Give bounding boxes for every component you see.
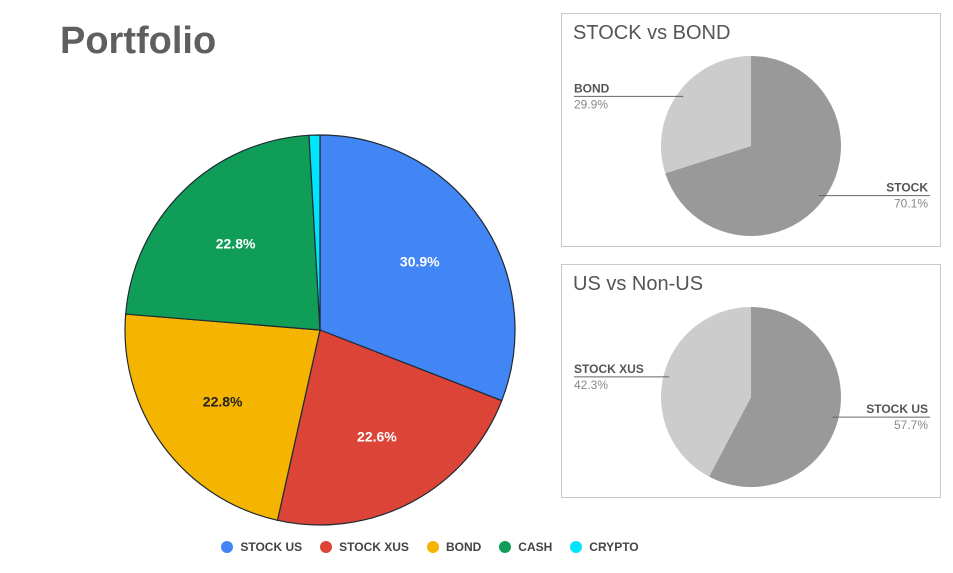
legend-label-cash: CASH bbox=[518, 540, 553, 554]
us-vs-nonus-pie-chart: STOCK US 57.7% STOCK XUS 42.3% bbox=[574, 307, 930, 487]
slice-stock-us[interactable] bbox=[709, 307, 841, 487]
slice-bond[interactable] bbox=[124, 313, 321, 522]
portfolio-pie-chart: 30.9% 22.6% 22.8% 22.8% bbox=[124, 134, 516, 526]
value-bond: 29.9% bbox=[574, 97, 608, 111]
label-stock-us: STOCK US bbox=[866, 402, 928, 416]
us-vs-nonus-panel: US vs Non-US STOCK US 57.7% STOCK XUS 42.3% bbox=[561, 264, 941, 498]
legend-label-crypto: CRYPTO bbox=[589, 540, 639, 554]
us-vs-nonus-title: US vs Non-US bbox=[573, 273, 704, 295]
stock-vs-bond-panel: STOCK vs BOND STOCK 70.1% BOND 29.9% bbox=[561, 13, 941, 247]
legend-item-cash[interactable]: CASH bbox=[499, 540, 552, 554]
value-stock-us: 57.7% bbox=[894, 418, 928, 432]
value-stock-xus: 42.3% bbox=[574, 378, 608, 392]
legend-label-stock-us: STOCK US bbox=[240, 540, 303, 554]
legend-item-crypto[interactable]: CRYPTO bbox=[570, 540, 639, 554]
legend-item-bond[interactable]: BOND bbox=[426, 540, 482, 554]
legend-item-stock-us[interactable]: STOCK US bbox=[221, 540, 302, 554]
slice-stock-xus[interactable] bbox=[661, 307, 751, 477]
legend-label-stock-xus: STOCK XUS bbox=[339, 540, 409, 554]
legend-dot-stock-xus bbox=[320, 541, 333, 553]
data-label-stock-us: 30.9% bbox=[400, 254, 440, 270]
legend-dot-cash bbox=[499, 541, 512, 553]
label-bond: BOND bbox=[574, 81, 610, 95]
legend-label-bond: BOND bbox=[445, 540, 482, 554]
legend-dot-stock-us bbox=[221, 541, 234, 553]
slice-stock-xus[interactable] bbox=[276, 329, 503, 526]
value-stock: 70.1% bbox=[894, 197, 928, 211]
data-label-bond: 22.8% bbox=[203, 394, 243, 410]
slice-bond[interactable] bbox=[661, 56, 751, 174]
slice-stock-us[interactable] bbox=[319, 134, 516, 402]
label-stock: STOCK bbox=[886, 181, 928, 195]
page-title: Portfolio bbox=[60, 20, 217, 62]
data-label-stock-xus: 22.6% bbox=[357, 429, 397, 445]
legend-item-stock-xus[interactable]: STOCK XUS bbox=[320, 540, 409, 554]
chart-legend: STOCK US STOCK XUS BOND CASH CRYPTO bbox=[0, 540, 860, 554]
legend-dot-crypto bbox=[570, 541, 583, 553]
stock-vs-bond-pie-chart: STOCK 70.1% BOND 29.9% bbox=[574, 56, 930, 236]
slice-cash[interactable] bbox=[125, 134, 321, 331]
label-stock-xus: STOCK XUS bbox=[574, 362, 644, 376]
slice-stock[interactable] bbox=[665, 56, 841, 236]
data-label-cash: 22.8% bbox=[216, 235, 256, 251]
slice-crypto[interactable] bbox=[308, 134, 321, 331]
legend-dot-bond bbox=[426, 541, 439, 553]
stock-vs-bond-title: STOCK vs BOND bbox=[573, 22, 731, 44]
